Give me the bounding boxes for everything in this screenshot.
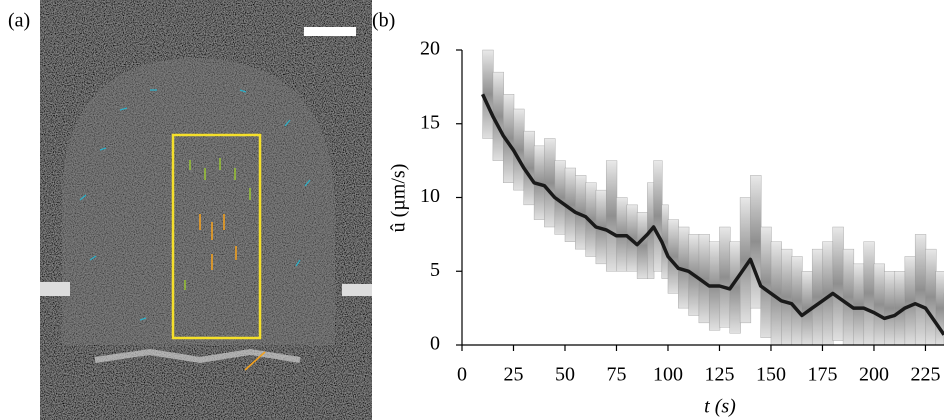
y-axis-title: û (µm/s) bbox=[388, 164, 410, 233]
band-segment bbox=[873, 263, 885, 346]
y-tick-label: 5 bbox=[430, 259, 440, 281]
band-segment bbox=[863, 241, 875, 346]
band-segment bbox=[884, 271, 896, 346]
band-segment bbox=[791, 256, 803, 346]
x-axis-title: t (s) bbox=[704, 396, 736, 418]
band-segment bbox=[811, 248, 824, 346]
x-tick-label: 125 bbox=[704, 364, 734, 386]
band-segment bbox=[513, 108, 525, 191]
x-tick-label: 50 bbox=[555, 364, 575, 386]
band-segment bbox=[914, 234, 927, 346]
band-segment bbox=[605, 160, 618, 272]
band-segment bbox=[719, 226, 731, 328]
band-segment bbox=[832, 226, 844, 341]
panel-label: (b) bbox=[372, 10, 395, 32]
band-segment bbox=[904, 256, 916, 346]
y-tick-label: 20 bbox=[420, 38, 440, 60]
x-tick-label: 150 bbox=[756, 364, 786, 386]
mean-line bbox=[481, 93, 944, 336]
band-segment bbox=[750, 175, 762, 309]
x-tick-label: 200 bbox=[859, 364, 889, 386]
micrograph bbox=[40, 0, 372, 420]
band-segment bbox=[925, 248, 937, 346]
x-tick-label: 100 bbox=[653, 364, 683, 386]
band-segment bbox=[853, 263, 865, 346]
band-segment bbox=[544, 138, 556, 228]
band-segment bbox=[653, 160, 663, 272]
band-segment bbox=[842, 248, 855, 346]
x-tick-label: 225 bbox=[910, 364, 940, 386]
x-tick-label: 25 bbox=[503, 364, 523, 386]
x-tick-label: 75 bbox=[606, 364, 626, 386]
y-tick-label: 0 bbox=[430, 333, 440, 355]
y-tick-label: 15 bbox=[420, 111, 440, 133]
band-segment bbox=[781, 248, 793, 346]
panel-label: (a) bbox=[8, 10, 30, 32]
x-tick-label: 0 bbox=[457, 364, 467, 386]
band-segment bbox=[760, 226, 772, 338]
y-tick-label: 10 bbox=[420, 185, 440, 207]
x-tick-label: 175 bbox=[807, 364, 837, 386]
